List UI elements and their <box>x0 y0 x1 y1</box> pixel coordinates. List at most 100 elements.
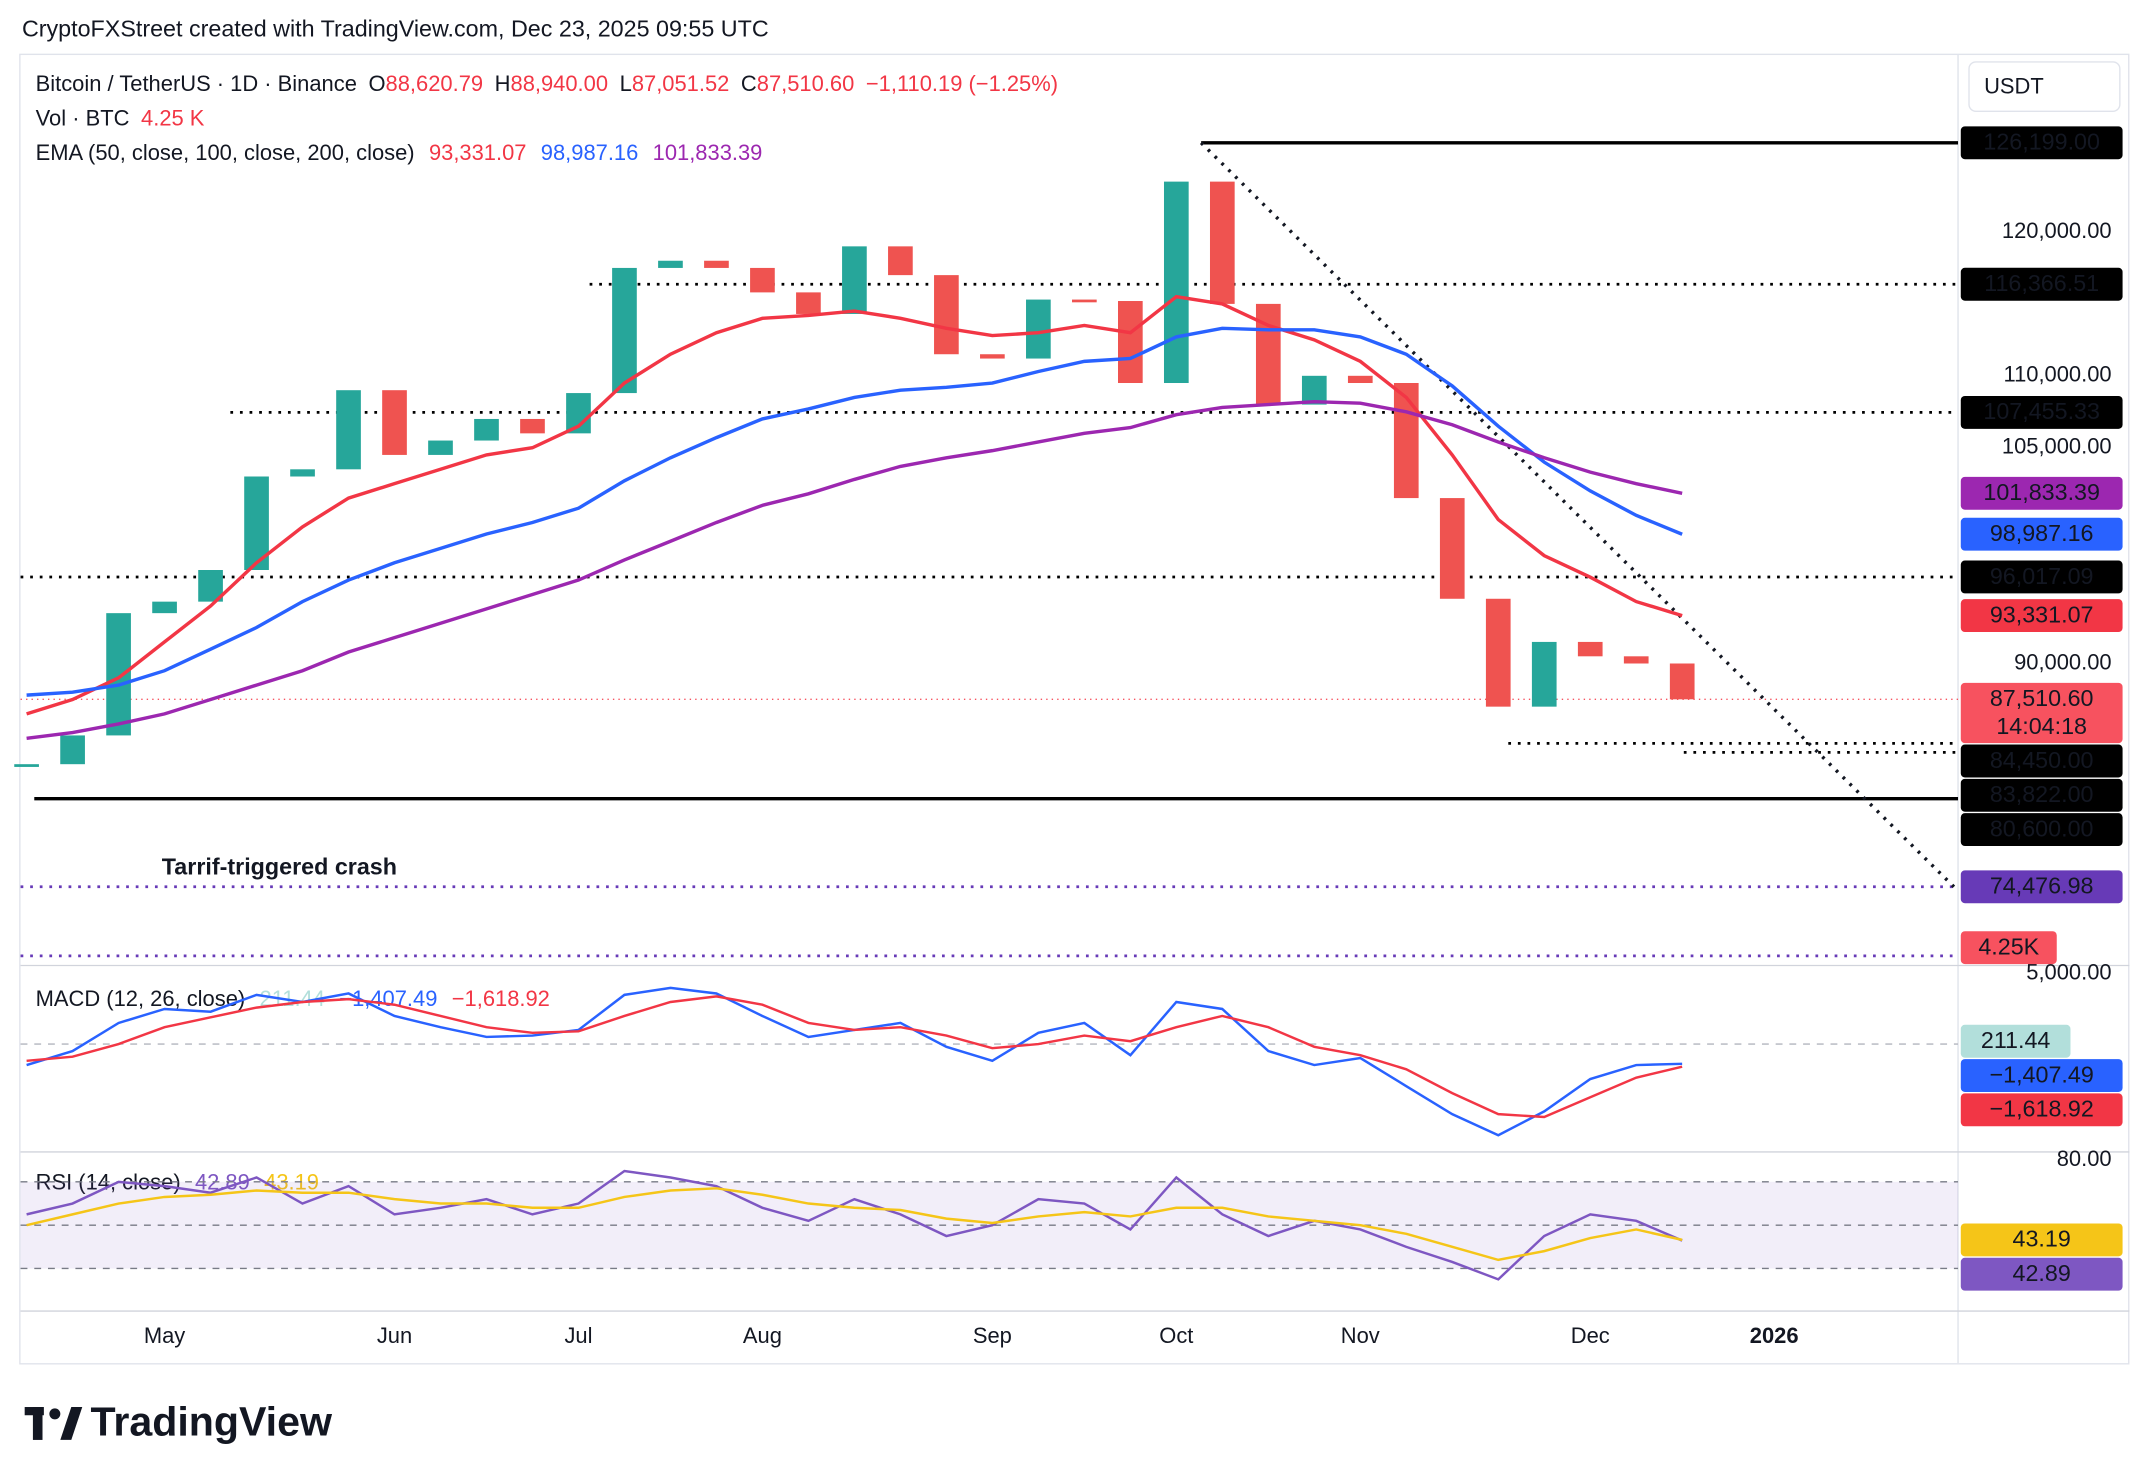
x-tick-label: Aug <box>743 1323 782 1348</box>
price-label: 96,017.09 <box>1990 563 2094 589</box>
footer-brand: TradingView <box>90 1399 333 1445</box>
candle <box>658 260 683 268</box>
series-line <box>26 294 1683 716</box>
countdown: 14:04:18 <box>1996 713 2087 739</box>
currency: USDT <box>1984 74 2044 99</box>
legend-macd: MACD (12, 26, close) 211.44 −1,407.49 −1… <box>36 986 550 1011</box>
change: −1,110.19 (−1.25%) <box>866 71 1058 96</box>
annotation: Tarrif-triggered crash <box>162 853 397 879</box>
price-label-box <box>1960 395 2123 429</box>
candle <box>1209 181 1235 304</box>
ema-label: EMA (50, close, 100, close, 200, close) <box>36 140 415 165</box>
price-label: −1,618.92 <box>1990 1096 2094 1122</box>
y-tick-label: 120,000.00 <box>2002 218 2112 243</box>
y-tick-label: 80.00 <box>2057 1146 2112 1171</box>
volume-value: 4.25 K <box>141 105 205 130</box>
price-label: 74,476.98 <box>1990 873 2094 899</box>
x-tick-label: Sep <box>973 1323 1012 1348</box>
price-label-box <box>1960 126 2123 160</box>
price-label-box <box>1960 1059 2123 1092</box>
price-label-box <box>1960 517 2123 551</box>
price-label: 4.25K <box>1978 934 2039 960</box>
candle <box>428 440 453 455</box>
x-tick-label: Dec <box>1571 1323 1610 1348</box>
price-label: 211.44 <box>1981 1027 2051 1053</box>
price-label-box <box>1960 476 2123 510</box>
labels-layer: May Jun Jul Aug Sep Oct Nov Dec 2026 Tarrif-trigg… <box>144 126 2123 1348</box>
candle <box>704 260 729 268</box>
price-label-box <box>1960 560 2123 594</box>
ohlc-key: H <box>495 71 511 96</box>
price-label: 84,450.00 <box>1990 747 2094 773</box>
price-label-box <box>1960 870 2123 904</box>
logo: TradingView <box>24 1399 333 1445</box>
candle <box>106 613 131 736</box>
ohlc-value: 87,510.60 <box>757 71 855 96</box>
x-tick-label: 2026 <box>1750 1323 1799 1348</box>
candle <box>612 267 637 394</box>
marks-layer <box>14 181 1695 1281</box>
candle <box>934 275 959 355</box>
x-tick-label: Jul <box>564 1323 592 1348</box>
price-label: 42.89 <box>2013 1260 2071 1286</box>
y-tick-label: 90,000.00 <box>2014 649 2112 674</box>
candle <box>336 390 361 470</box>
signal-value: −1,618.92 <box>452 986 550 1011</box>
price-label: 43.19 <box>2013 1226 2071 1252</box>
candle <box>1623 656 1649 664</box>
price-label-box <box>1960 931 2057 965</box>
ohlc-key: O <box>368 71 385 96</box>
macd-value: −1,407.49 <box>339 986 437 1011</box>
ohlc-key: L <box>620 71 632 96</box>
ema-value: 98,987.16 <box>541 140 639 165</box>
candle <box>152 601 177 614</box>
price-label: 80,600.00 <box>1990 815 2094 841</box>
frame <box>19 53 2130 1365</box>
price-label-box <box>1960 1257 2123 1291</box>
price-label-box <box>1960 813 2123 847</box>
candle <box>842 246 867 314</box>
legend-volume: Vol · BTC 4.25 K <box>36 105 205 130</box>
price-label-box <box>1960 599 2123 633</box>
y-tick-label: 110,000.00 <box>2004 362 2112 387</box>
candle <box>1577 641 1603 657</box>
price-label-box <box>1960 1223 2123 1257</box>
price-label: −1,407.49 <box>1990 1061 2094 1087</box>
symbol-title: Bitcoin / TetherUS · 1D · Binance <box>36 71 357 96</box>
ohlc-value: 88,940.00 <box>511 71 609 96</box>
macd-title: MACD (12, 26, close) <box>36 986 246 1011</box>
price-label: 83,822.00 <box>1990 781 2094 807</box>
candle <box>796 292 821 314</box>
ohlc-value: 87,051.52 <box>632 71 730 96</box>
volume-label: Vol · BTC <box>36 105 130 130</box>
series-line <box>26 1169 1683 1281</box>
candle <box>474 418 499 441</box>
legend-ema: EMA (50, close, 100, close, 200, close) … <box>36 140 763 165</box>
candle <box>1347 375 1373 384</box>
x-tick-label: Jun <box>377 1323 412 1348</box>
candle <box>382 390 407 455</box>
candle <box>1439 498 1465 599</box>
price-label-box <box>1960 778 2123 812</box>
candle <box>60 735 85 765</box>
candle <box>1255 303 1281 405</box>
price-label: 116,366.51 <box>1984 270 2099 296</box>
price-label-box <box>1960 1024 2071 1058</box>
candle <box>1485 598 1511 707</box>
series-line <box>26 399 1683 740</box>
price-label: 101,833.39 <box>1983 479 2100 505</box>
price-label-box <box>1960 744 2123 778</box>
price-label: 87,510.60 <box>1990 685 2094 711</box>
candle <box>1531 641 1557 707</box>
candle <box>14 764 39 767</box>
y-tick-label: 105,000.00 <box>2002 434 2112 459</box>
ohlc-key: C <box>741 71 757 96</box>
series-line <box>26 995 1683 1119</box>
candle <box>750 267 775 293</box>
series-line <box>26 326 1683 697</box>
currency-box[interactable] <box>1968 61 2121 112</box>
candle <box>888 246 913 276</box>
